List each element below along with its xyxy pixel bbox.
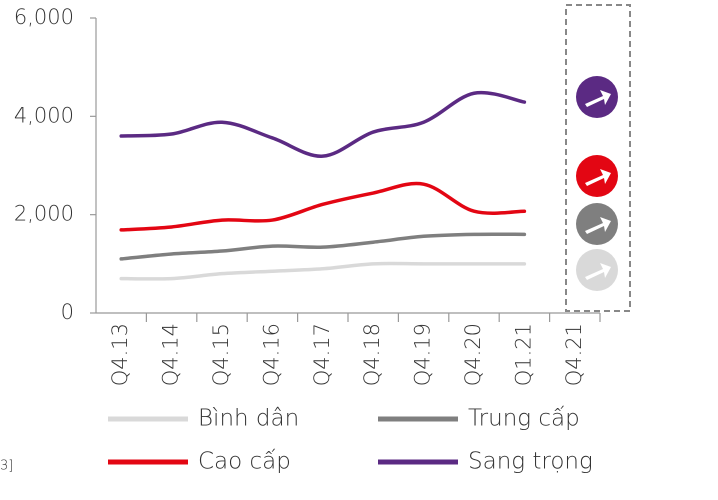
x-tick-label: Q4.15 bbox=[209, 323, 233, 386]
trend-icon bbox=[576, 203, 618, 245]
trend-arrow bbox=[585, 217, 611, 234]
x-tick-label: Q4.17 bbox=[310, 323, 334, 386]
legend-label: Sang trọng bbox=[468, 449, 593, 475]
series-line bbox=[119, 232, 527, 261]
annotation: 3] bbox=[0, 459, 13, 474]
y-tick-label: 4,000 bbox=[14, 103, 74, 127]
legend-label: Trung cấp bbox=[468, 406, 580, 432]
trend-arrow bbox=[585, 263, 611, 280]
trend-icon bbox=[576, 249, 618, 291]
x-tick-label: Q1.21 bbox=[511, 323, 535, 386]
series-line bbox=[119, 181, 527, 232]
y-tick-label: 2,000 bbox=[14, 202, 74, 226]
y-tick-label: 0 bbox=[61, 300, 74, 324]
trend-arrow bbox=[585, 169, 611, 186]
forecast-box bbox=[565, 4, 631, 312]
x-tick-label: Q4.21 bbox=[562, 323, 586, 386]
x-tick-label: Q4.14 bbox=[159, 323, 183, 386]
legend-label: Cao cấp bbox=[198, 449, 291, 475]
x-tick-label: Q4.16 bbox=[259, 323, 283, 386]
y-tick-label: 6,000 bbox=[14, 5, 74, 29]
legend-label: Bình dân bbox=[198, 406, 299, 432]
x-tick-label: Q4.18 bbox=[360, 323, 384, 386]
x-tick-label: Q4.20 bbox=[461, 323, 485, 386]
trend-icon bbox=[576, 155, 618, 197]
series-line bbox=[119, 90, 527, 158]
series-line bbox=[119, 261, 527, 281]
x-tick-label: Q4.19 bbox=[411, 323, 435, 386]
trend-icon bbox=[576, 76, 618, 118]
trend-arrow bbox=[585, 90, 611, 107]
x-tick-label: Q4.13 bbox=[108, 323, 132, 386]
